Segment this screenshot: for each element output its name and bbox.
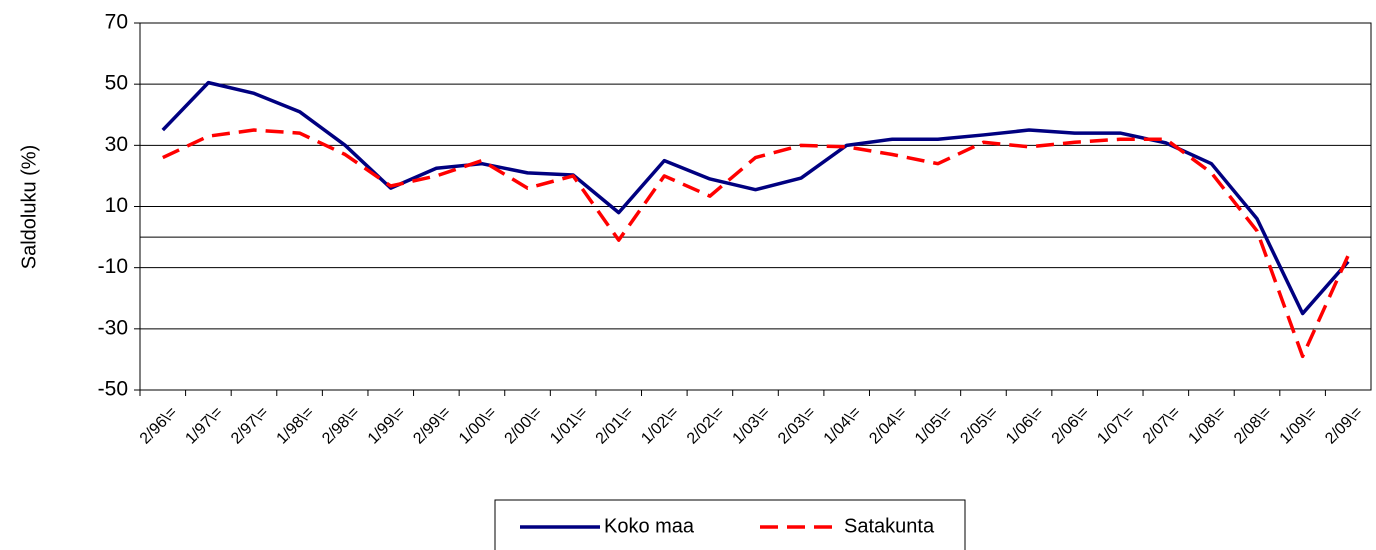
legend-box [494,499,966,550]
y-tick-label: 10 [105,194,128,217]
x-tick-label: 1/03\= [730,404,774,448]
y-tick-label: 50 [105,72,128,95]
x-tick-label: 2/96\= [137,404,181,448]
x-tick-label: 2/07\= [1140,404,1184,448]
x-tick-label: 1/97\= [182,404,226,448]
x-tick-label: 2/01\= [593,404,637,448]
x-tick-label: 2/05\= [957,404,1001,448]
legend-label: Koko maa [604,515,695,537]
legend-label: Satakunta [844,515,935,537]
y-axis-label: Saldoluku (%) [18,145,40,270]
x-tick-label: 1/99\= [365,404,409,448]
x-tick-label: 1/98\= [274,404,318,448]
x-tick-label: 2/09\= [1322,404,1366,448]
x-tick-label: 1/00\= [456,404,500,448]
x-tick-label: 2/99\= [410,404,454,448]
x-tick-label: 2/04\= [866,404,910,448]
data-line [162,128,1350,359]
x-tick-label: 1/09\= [1277,404,1321,448]
x-tick-label: 2/97\= [228,404,272,448]
x-tick-label: 2/00\= [502,404,546,448]
y-tick-label: 30 [105,133,128,156]
x-tick-label: 1/08\= [1185,404,1229,448]
x-tick-label: 2/08\= [1231,404,1275,448]
x-tick-label: 2/06\= [1049,404,1093,448]
x-tick-label: 1/07\= [1094,404,1138,448]
data-line [161,80,1350,316]
y-tick-label: 70 [105,11,128,34]
legend: Koko maa Satakunta [494,499,966,550]
y-tick-label: -10 [98,255,128,278]
x-tick-label: 1/02\= [638,404,682,448]
x-tick-label: 1/05\= [912,404,956,448]
x-tick-label: 1/06\= [1003,404,1047,448]
plot-frame [139,22,1372,391]
y-tick-label: -30 [98,316,128,339]
x-tick-label: 1/01\= [547,404,591,448]
x-tick-label: 2/98\= [319,404,363,448]
x-tick-label: 2/02\= [684,404,728,448]
y-tick-label: -50 [98,378,128,401]
x-tick-label: 1/04\= [821,404,865,448]
x-tick-label: 2/03\= [775,404,819,448]
